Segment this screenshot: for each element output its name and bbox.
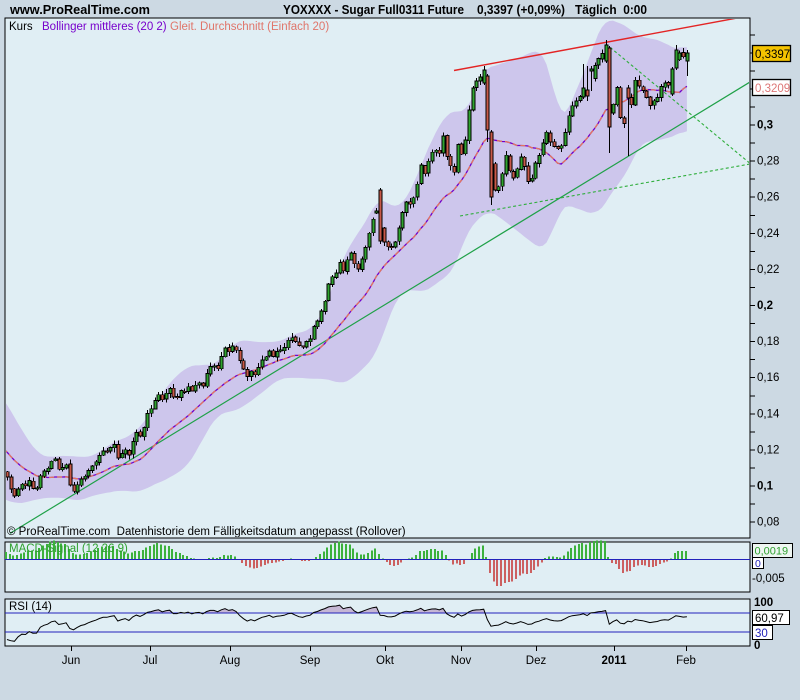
svg-text:Sep: Sep — [300, 655, 320, 667]
svg-text:Gleit. Durchschnitt (Einfach 2: Gleit. Durchschnitt (Einfach 20) — [170, 21, 329, 33]
svg-text:Okt: Okt — [376, 655, 395, 667]
svg-text:0,26: 0,26 — [757, 192, 779, 204]
svg-text:0,24: 0,24 — [757, 228, 780, 240]
svg-text:0,3397 (+0,09%): 0,3397 (+0,09%) — [477, 2, 565, 17]
svg-text:100: 100 — [754, 597, 773, 609]
svg-text:0: 0 — [755, 558, 761, 570]
svg-text:RSI (14): RSI (14) — [9, 601, 52, 613]
svg-text:0,28: 0,28 — [757, 156, 779, 168]
svg-text:0,14: 0,14 — [757, 408, 780, 420]
svg-text:0,12: 0,12 — [757, 444, 779, 456]
svg-text:Feb: Feb — [676, 655, 696, 667]
svg-text:2011: 2011 — [602, 655, 628, 667]
svg-text:0,0019: 0,0019 — [755, 546, 789, 558]
svg-text:© ProRealTime.com Datenhistor: © ProRealTime.com Datenhistorie dem Fäll… — [7, 526, 406, 538]
svg-text:Jul: Jul — [143, 655, 158, 667]
svg-text:0,2: 0,2 — [757, 300, 773, 312]
svg-text:Bollinger mittleres (20 2): Bollinger mittleres (20 2) — [42, 21, 167, 33]
svg-text:Kurs: Kurs — [9, 21, 33, 33]
svg-text:0,22: 0,22 — [757, 264, 779, 276]
svg-text:Täglich 0:00: Täglich 0:00 — [575, 2, 647, 17]
svg-text:0,1: 0,1 — [757, 481, 774, 493]
svg-text:www.ProRealTime.com: www.ProRealTime.com — [9, 2, 150, 17]
svg-text:YOXXXX - Sugar Full0311 Future: YOXXXX - Sugar Full0311 Future — [283, 2, 464, 17]
svg-text:30: 30 — [755, 628, 768, 640]
svg-text:-0,005: -0,005 — [752, 573, 785, 585]
svg-text:0,16: 0,16 — [757, 372, 779, 384]
svg-text:0,3209: 0,3209 — [755, 83, 790, 95]
svg-text:0,3: 0,3 — [757, 120, 773, 132]
svg-text:60,97: 60,97 — [755, 613, 784, 625]
svg-text:0,18: 0,18 — [757, 336, 779, 348]
svg-text:Dez: Dez — [526, 655, 547, 667]
svg-text:0: 0 — [754, 640, 760, 652]
svg-text:Jun: Jun — [62, 655, 81, 667]
svg-text:0,3397: 0,3397 — [755, 49, 790, 61]
svg-text:MACD-Signal (12 26 9): MACD-Signal (12 26 9) — [9, 543, 128, 555]
svg-text:Aug: Aug — [220, 655, 240, 667]
svg-text:Nov: Nov — [451, 655, 472, 667]
svg-text:0,08: 0,08 — [757, 517, 779, 529]
